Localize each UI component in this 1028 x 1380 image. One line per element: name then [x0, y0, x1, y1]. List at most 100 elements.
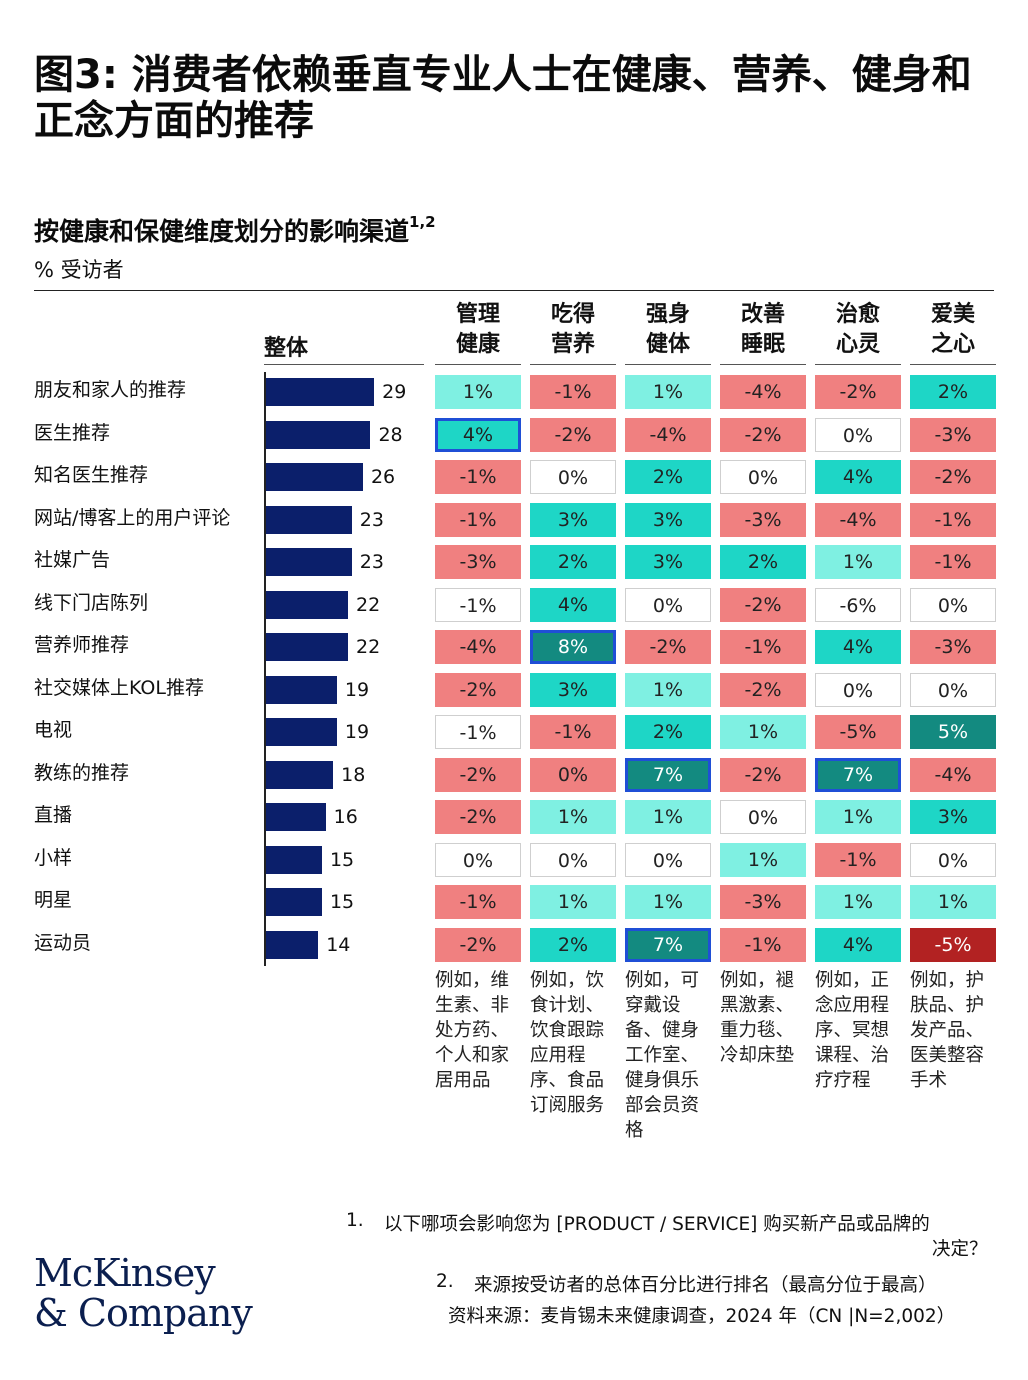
column-header: 管理 健康 [455, 302, 500, 357]
heatmap-cell: -4% [435, 630, 521, 664]
heatmap-cell: 4% [435, 417, 521, 452]
column-example-note: 例如，维生素、非处方药、个人和家居用品 [435, 970, 510, 1091]
overall-bar [266, 718, 337, 746]
column-header-rule [435, 364, 521, 365]
overall-bar-value: 16 [333, 806, 358, 828]
heatmap-cell: -2% [435, 927, 521, 962]
heatmap-cell: -2% [435, 800, 521, 834]
overall-bar [266, 378, 375, 406]
heatmap-cell: 1% [815, 885, 901, 919]
overall-bar [266, 675, 337, 704]
heatmap-cell: -1% [530, 375, 616, 409]
heatmap-cell: 1% [720, 715, 806, 749]
row-label: 营养师推荐 [34, 634, 130, 656]
overall-bar [266, 930, 319, 959]
row-label: 直播 [34, 804, 73, 826]
overall-bar-value: 14 [326, 933, 351, 956]
heatmap-cell: 2% [910, 375, 996, 409]
heatmap-cell: 0% [530, 757, 616, 792]
heatmap-cell: -2% [720, 757, 806, 792]
heatmap-cell: -2% [720, 587, 806, 622]
column-header: 爱美 之心 [930, 302, 975, 357]
overall-header-rule [264, 364, 424, 365]
heatmap-cell: -1% [435, 885, 521, 919]
overall-bar-value: 29 [382, 381, 407, 403]
overall-bar [266, 803, 326, 831]
column-example-note: 例如，可穿戴设备、健身工作室、健身俱乐部会员资格 [625, 970, 700, 1141]
row-label: 网站/博客上的用户评论 [34, 506, 231, 529]
footnote-2-text: 来源按受访者的总体百分比进行排名（最高分位于最高） [474, 1275, 937, 1296]
heatmap-cell: 4% [815, 927, 901, 962]
heatmap-cell: 0% [530, 842, 616, 877]
heatmap-cell: 3% [530, 502, 616, 537]
heatmap-cell: -3% [720, 885, 806, 919]
heatmap-cell: -4% [625, 417, 711, 452]
overall-bar-value: 22 [356, 593, 381, 616]
heatmap-cell: -1% [435, 460, 521, 494]
heatmap-cell: 8% [530, 630, 616, 664]
heatmap-cell: 1% [910, 885, 996, 919]
heatmap-cell: -3% [435, 545, 521, 579]
heatmap-cell: 0% [815, 672, 901, 707]
overall-bar-value: 23 [359, 508, 384, 531]
row-label: 知名医生推荐 [34, 464, 149, 486]
overall-header: 整体 [264, 336, 309, 361]
heatmap-cell: -5% [815, 715, 901, 749]
chart-subtitle-text: 按健康和保健维度划分的影响渠道 [34, 217, 410, 246]
column-header-rule [530, 364, 616, 365]
overall-bar [266, 463, 363, 491]
heatmap-cell: -1% [815, 842, 901, 877]
heatmap-cell: -3% [720, 502, 806, 537]
column-example-note: 例如，褪黑激素、重力毯、冷却床垫 [720, 970, 795, 1066]
heatmap-cell: -1% [530, 715, 616, 749]
overall-bar-value: 18 [341, 763, 366, 786]
overall-bar-value: 28 [378, 423, 403, 446]
heatmap-cell: -2% [815, 375, 901, 409]
chart-subtitle: 按健康和保健维度划分的影响渠道1,2 [34, 212, 436, 248]
heatmap-cell: -1% [435, 502, 521, 537]
heatmap-cell: -3% [910, 630, 996, 664]
heatmap-cell: 0% [625, 842, 711, 877]
heatmap-cell: -1% [720, 927, 806, 962]
column-header: 吃得 营养 [550, 302, 595, 357]
overall-bar [266, 548, 352, 576]
column-example-note: 例如，正念应用程序、冥想课程、治疗疗程 [815, 970, 890, 1091]
row-label: 社媒广告 [34, 549, 111, 571]
column-header: 治愈 心灵 [835, 302, 880, 357]
heatmap-cell: -2% [720, 417, 806, 452]
heatmap-cell: 1% [815, 545, 901, 579]
heatmap-cell: -1% [910, 545, 996, 579]
heatmap-cell: 0% [910, 842, 996, 877]
heatmap-cell: 0% [625, 587, 711, 622]
overall-bar [266, 505, 352, 534]
row-label: 明星 [34, 889, 73, 911]
heatmap-cell: 4% [815, 460, 901, 494]
overall-bar-value: 15 [329, 848, 355, 871]
heatmap-cell: -4% [910, 757, 996, 792]
heatmap-cell: -4% [720, 375, 806, 409]
heatmap-cell: 3% [625, 502, 711, 537]
heatmap-cell: -1% [720, 630, 806, 664]
header-rule [34, 290, 994, 291]
overall-bar-value: 19 [344, 678, 370, 701]
heatmap-cell: -6% [815, 587, 901, 622]
overall-bar-value: 15 [329, 891, 355, 913]
heatmap-cell: -2% [530, 417, 616, 452]
heatmap-cell: 3% [910, 800, 996, 834]
heatmap-cell: 1% [625, 375, 711, 409]
heatmap-cell: -2% [910, 460, 996, 494]
heatmap-cell: 0% [815, 417, 901, 452]
heatmap-cell: -5% [910, 927, 996, 962]
column-header-rule [625, 364, 711, 365]
bar-axis [264, 372, 266, 966]
footnote-1-continuation: 决定？ [932, 1239, 988, 1260]
source-note: 资料来源：麦肯锡未来健康调查，2024 年（CN |N=2,002） [448, 1306, 956, 1327]
heatmap-cell: -2% [435, 672, 521, 707]
heatmap-cell: -3% [910, 417, 996, 452]
heatmap-cell: 7% [815, 757, 901, 792]
heatmap-cell: 2% [625, 715, 711, 749]
heatmap-cell: 0% [910, 587, 996, 622]
footnote-1-number: 1. [346, 1210, 364, 1231]
overall-bar-value: 26 [370, 466, 396, 488]
row-label: 社交媒体上KOL推荐 [34, 676, 204, 699]
